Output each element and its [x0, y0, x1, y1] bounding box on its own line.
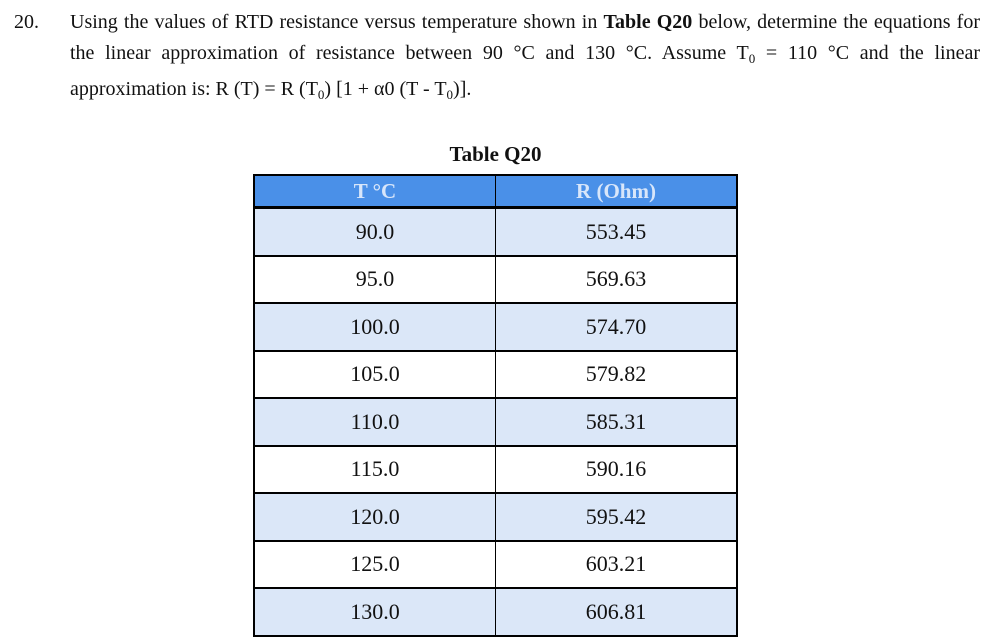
resistance-cell: 603.21	[495, 539, 738, 589]
temperature-cell: 125.0	[253, 539, 496, 589]
table-block: Table Q20 T °C R (Ohm) 90.0 553.45 95.0 …	[253, 142, 738, 637]
subscript-zero: 0	[446, 87, 454, 102]
table-row: 115.0 590.16	[253, 444, 738, 494]
table-row: 110.0 585.31	[253, 397, 738, 447]
table-title: Table Q20	[449, 142, 542, 166]
temperature-cell: 110.0	[253, 397, 496, 447]
resistance-cell: 553.45	[495, 206, 738, 257]
question-segment: )].	[453, 78, 472, 100]
question-text: Using the values of RTD resistance versu…	[70, 7, 980, 110]
table-header-cell-temperature: T °C	[253, 174, 496, 209]
table-header-cell-resistance: R (Ohm)	[495, 174, 738, 209]
table-row: 120.0 595.42	[253, 492, 738, 542]
table-row: 95.0 569.63	[253, 254, 738, 304]
question-number: 20.	[14, 11, 39, 33]
table-row: 100.0 574.70	[253, 302, 738, 352]
question-segment: below, determine the equations for the l…	[70, 11, 980, 64]
question-block: 20. Using the values of RTD resistance v…	[0, 0, 985, 110]
temperature-cell: 130.0	[253, 587, 496, 637]
table-row: 105.0 579.82	[253, 349, 738, 399]
subscript-zero: 0	[317, 87, 325, 102]
table-row: 125.0 603.21	[253, 539, 738, 589]
table-header-row: T °C R (Ohm)	[253, 174, 738, 209]
table-row: 90.0 553.45	[253, 206, 738, 257]
question-segment: = 110 °C and the linear approximation is…	[70, 42, 980, 100]
temperature-cell: 95.0	[253, 254, 496, 304]
resistance-cell: 579.82	[495, 349, 738, 399]
resistance-cell: 606.81	[495, 587, 738, 637]
table-row: 130.0 606.81	[253, 587, 738, 637]
temperature-cell: 115.0	[253, 444, 496, 494]
temperature-cell: 105.0	[253, 349, 496, 399]
subscript-zero: 0	[748, 51, 756, 66]
resistance-cell: 569.63	[495, 254, 738, 304]
question-segment-bold: Table Q20	[603, 11, 693, 33]
rtd-resistance-table: T °C R (Ohm) 90.0 553.45 95.0 569.63 100…	[253, 174, 738, 637]
question-segment: Using the values of RTD resistance versu…	[70, 11, 604, 33]
resistance-cell: 585.31	[495, 397, 738, 447]
temperature-cell: 100.0	[253, 302, 496, 352]
temperature-cell: 120.0	[253, 492, 496, 542]
question-segment: ) [1 + α0 (T - T	[324, 78, 447, 100]
resistance-cell: 574.70	[495, 302, 738, 352]
temperature-cell: 90.0	[253, 206, 496, 257]
resistance-cell: 595.42	[495, 492, 738, 542]
resistance-cell: 590.16	[495, 444, 738, 494]
